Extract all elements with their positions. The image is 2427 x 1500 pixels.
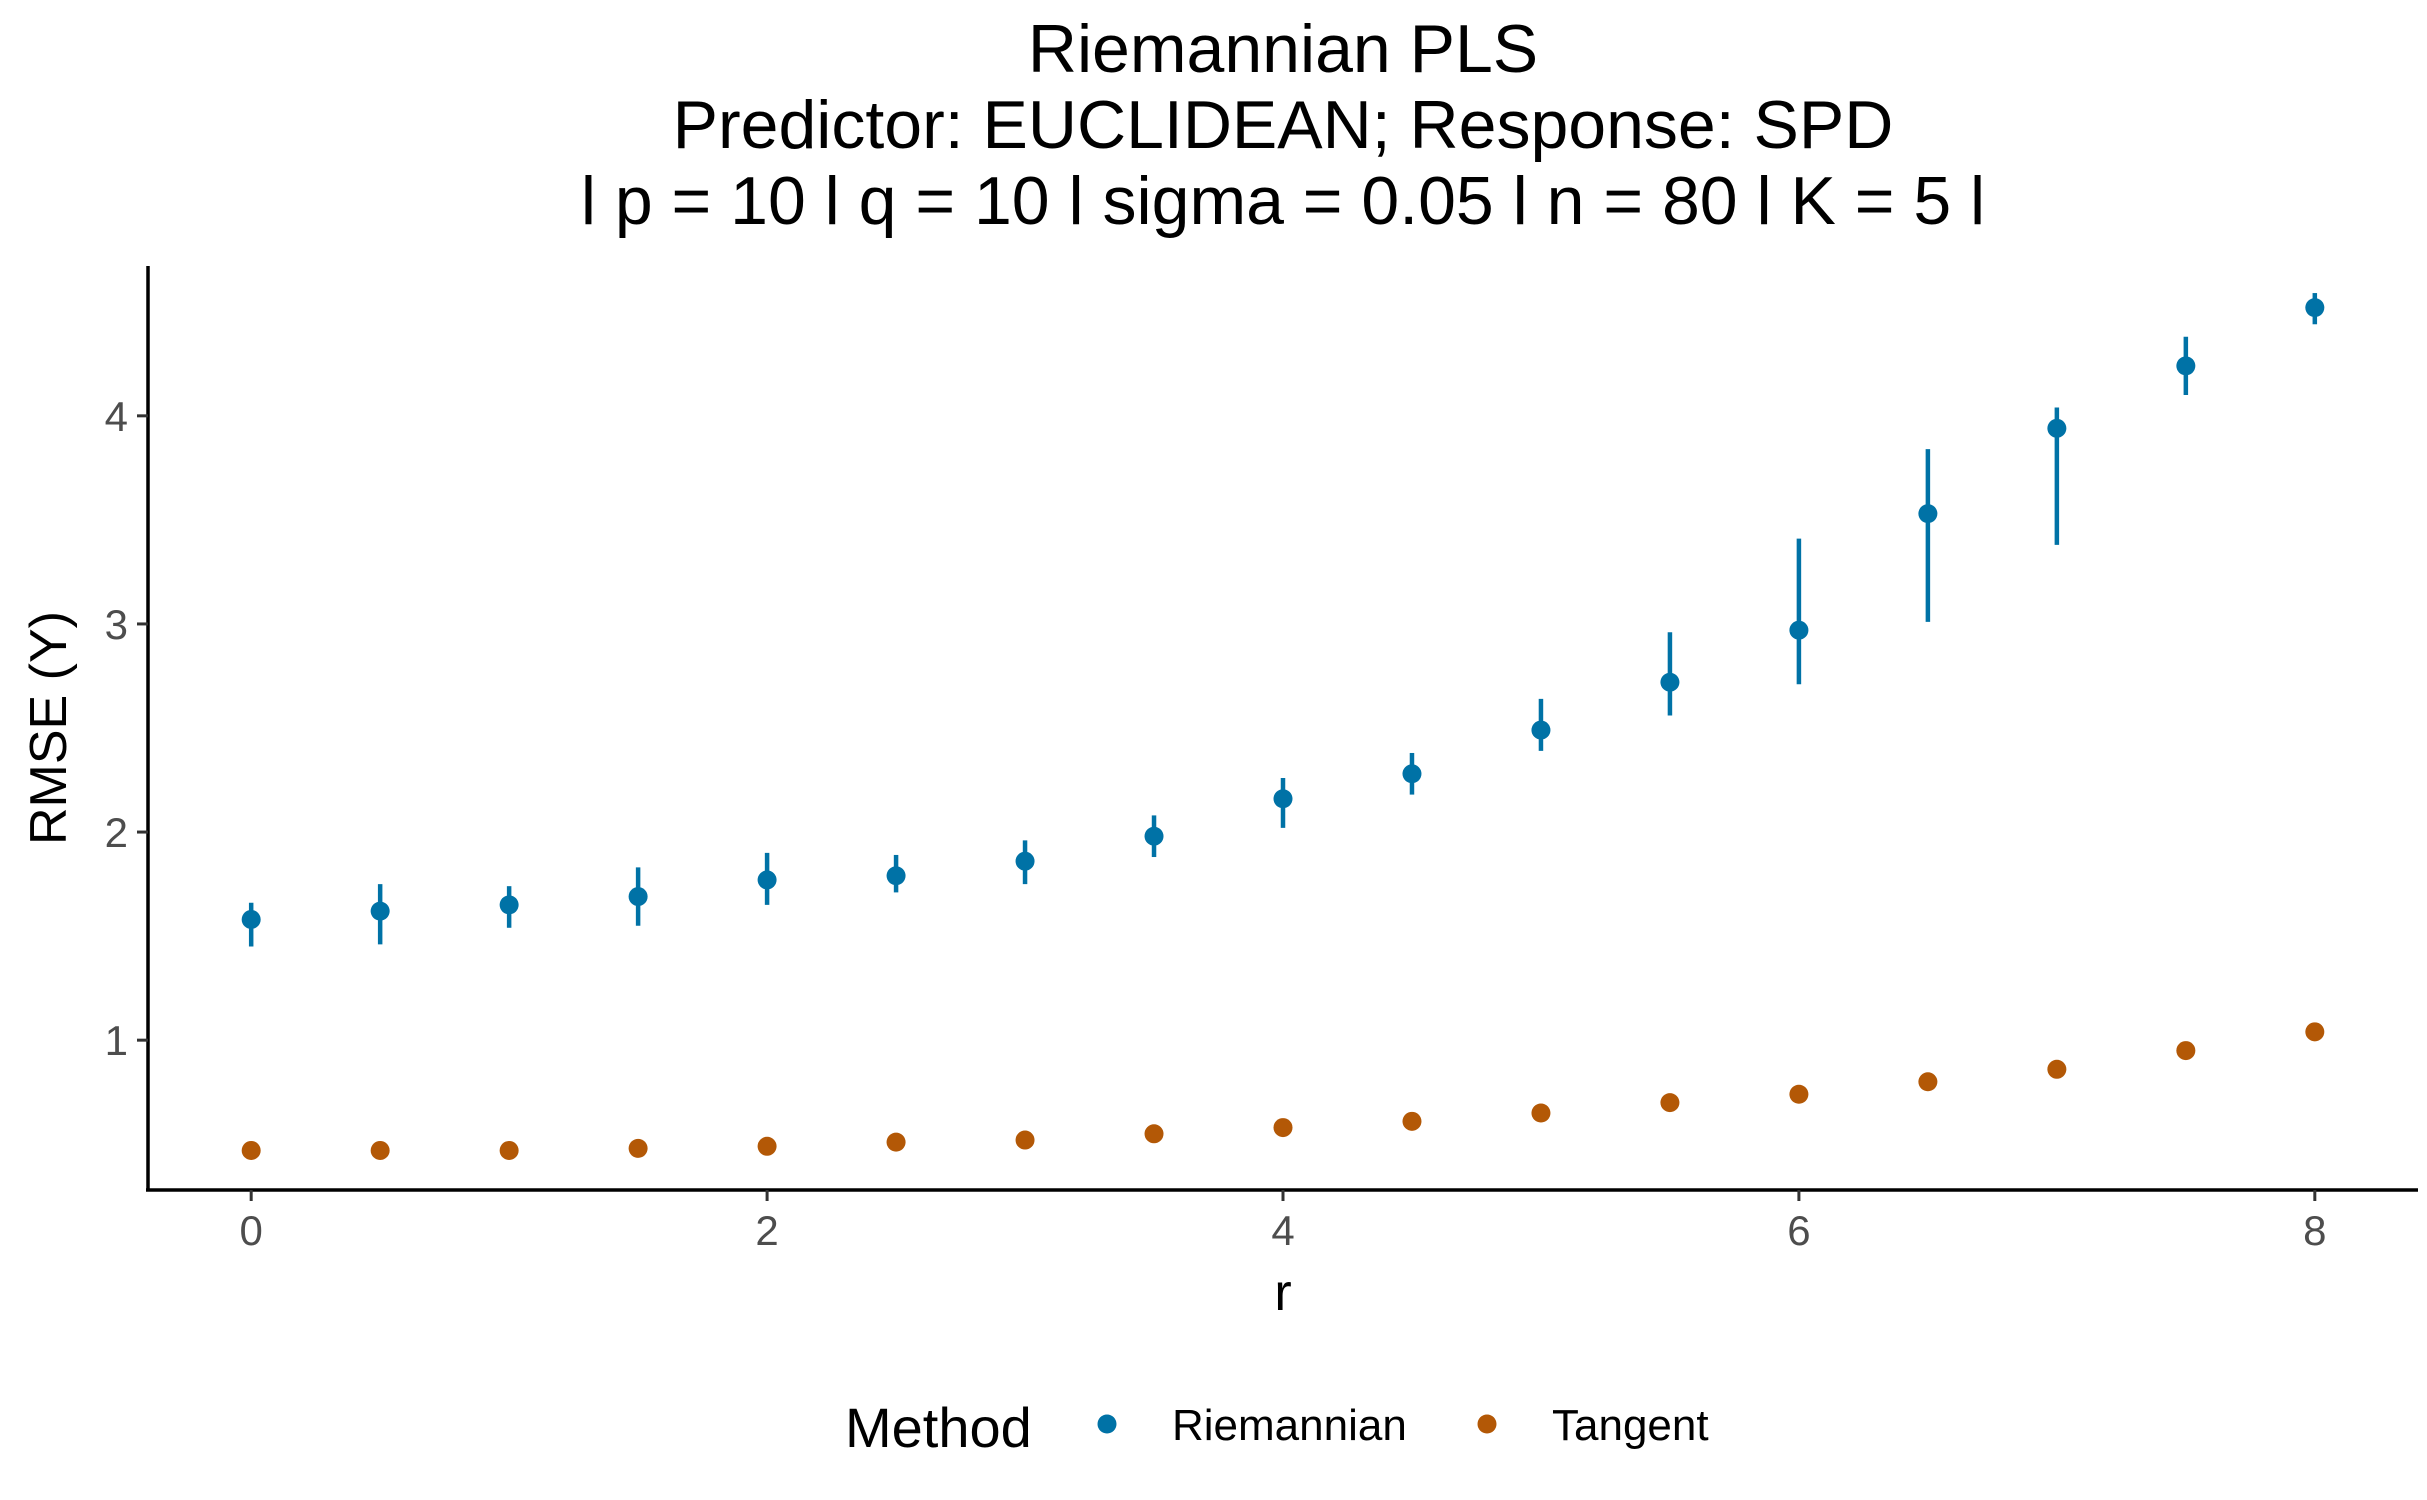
riemannian-point [886, 866, 906, 886]
title-line-3: l p = 10 l q = 10 l sigma = 0.05 l n = 8… [581, 163, 1985, 239]
tangent-point [757, 1136, 777, 1156]
tangent-point [241, 1140, 261, 1160]
tangent-point [1531, 1103, 1551, 1123]
y-tick-label: 1 [105, 1017, 128, 1064]
y-ticks: 1 2 3 4 [105, 393, 148, 1064]
riemannian-point [1789, 620, 1809, 640]
riemannian-point [2176, 356, 2196, 376]
x-tick-label: 2 [755, 1207, 778, 1254]
riemannian-point [1402, 764, 1422, 784]
tangent-point [1789, 1084, 1809, 1104]
x-tick-label: 0 [240, 1207, 263, 1254]
legend-key-tangent [1477, 1414, 1497, 1434]
tangent-point [499, 1140, 519, 1160]
legend-items: Riemannian Tangent [1097, 1401, 1709, 1450]
tangent-point [2305, 1022, 2325, 1042]
tangent-point [1402, 1111, 1422, 1131]
series-riemannian [241, 293, 2325, 947]
riemannian-point [628, 887, 648, 907]
y-tick-label: 3 [105, 601, 128, 648]
riemannian-point [1273, 789, 1293, 809]
riemannian-point [241, 909, 261, 929]
series-tangent [241, 1022, 2325, 1160]
plot-marks [241, 293, 2325, 1160]
riemannian-point [1531, 720, 1551, 740]
tangent-point [1015, 1130, 1035, 1150]
y-tick-label: 2 [105, 809, 128, 856]
y-axis-title: RMSE (Y) [20, 611, 78, 845]
legend-key-riemannian [1097, 1414, 1117, 1434]
riemannian-point [757, 870, 777, 890]
riemannian-point [370, 901, 390, 921]
riemannian-point [1660, 672, 1680, 692]
legend-label-tangent: Tangent [1552, 1401, 1709, 1450]
riemannian-point [1144, 826, 1164, 846]
tangent-point [1144, 1124, 1164, 1144]
chart-title: Riemannian PLS Predictor: EUCLIDEAN; Res… [581, 11, 1985, 239]
x-tick-label: 6 [1787, 1207, 1810, 1254]
title-line-2: Predictor: EUCLIDEAN; Response: SPD [673, 87, 1894, 163]
tangent-point [1273, 1118, 1293, 1138]
tangent-point [1660, 1093, 1680, 1113]
tangent-point [1918, 1072, 1938, 1092]
riemannian-point [1918, 504, 1938, 524]
tangent-point [2047, 1059, 2067, 1079]
x-ticks: 0 2 4 6 8 [240, 1190, 2326, 1254]
tangent-point [628, 1138, 648, 1158]
x-axis-title: r [1274, 1264, 1291, 1322]
riemannian-point [499, 895, 519, 915]
tangent-point [886, 1132, 906, 1152]
tangent-point [370, 1140, 390, 1160]
legend-label-riemannian: Riemannian [1172, 1401, 1407, 1450]
legend-title: Method [845, 1396, 1032, 1459]
title-line-1: Riemannian PLS [1028, 11, 1538, 87]
y-tick-label: 4 [105, 393, 128, 440]
x-tick-label: 4 [1271, 1207, 1294, 1254]
tangent-point [2176, 1041, 2196, 1061]
riemannian-point [2047, 418, 2067, 438]
legend: Method Riemannian Tangent [845, 1396, 1709, 1459]
riemannian-point [1015, 851, 1035, 871]
riemannian-point [2305, 298, 2325, 318]
x-tick-label: 8 [2303, 1207, 2326, 1254]
